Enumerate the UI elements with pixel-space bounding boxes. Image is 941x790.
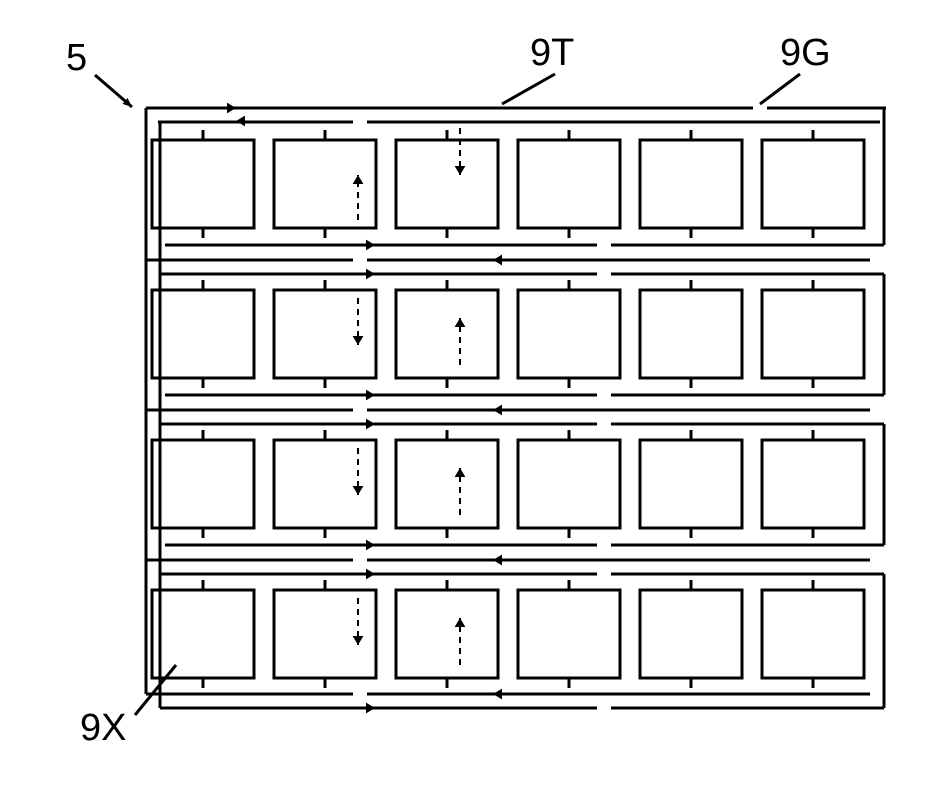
label-9g: 9G bbox=[780, 32, 831, 74]
diagram-canvas: 5 9T 9G 9X bbox=[0, 0, 941, 790]
label-9t: 9T bbox=[530, 32, 574, 74]
label-5: 5 bbox=[66, 37, 87, 79]
label-9x: 9X bbox=[80, 707, 126, 749]
